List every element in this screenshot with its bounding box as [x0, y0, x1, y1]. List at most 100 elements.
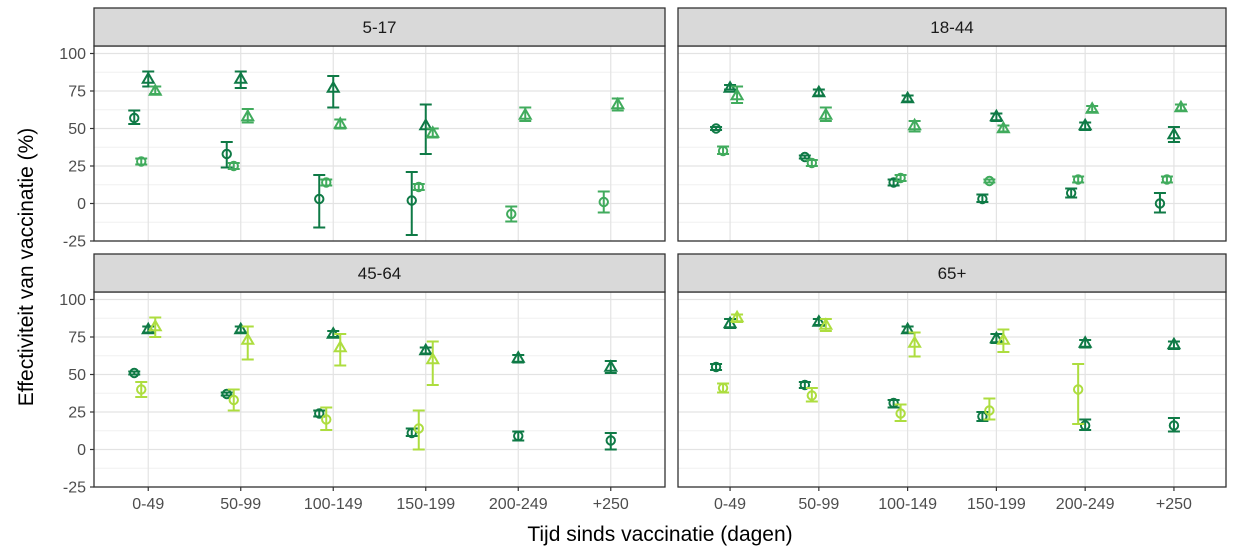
data-point-triangle — [1166, 126, 1182, 140]
x-tick-label: 200-249 — [1056, 496, 1115, 513]
data-point-circle — [605, 435, 616, 446]
x-tick-label: 150-199 — [396, 496, 455, 513]
data-point-triangle — [418, 342, 433, 356]
data-point-circle — [136, 384, 147, 395]
data-point-circle — [710, 123, 722, 134]
x-tick-label: 0-49 — [714, 496, 746, 513]
data-point-triangle — [989, 108, 1004, 122]
y-tick-label: 0 — [77, 196, 86, 213]
data-point-triangle — [240, 332, 255, 345]
y-tick-label: 25 — [68, 405, 86, 422]
x-axis-title: Tijd sinds vaccinatie (dagen) — [527, 523, 792, 546]
y-axis-title: Effectiviteit van vaccinatie (%) — [15, 128, 38, 407]
facet-panel-18-44: 18-44 — [677, 7, 1227, 242]
data-point-circle — [888, 177, 899, 188]
data-point-triangle — [907, 335, 922, 348]
data-point-triangle — [233, 321, 248, 335]
data-point-circle — [314, 193, 325, 205]
data-point-circle — [314, 408, 325, 419]
y-tick-label: 75 — [68, 330, 86, 347]
data-point-circle — [895, 408, 906, 419]
data-point-triangle — [425, 351, 440, 365]
x-tick-label: 200-249 — [489, 496, 548, 513]
facet-strip-label: 45-64 — [358, 264, 401, 283]
data-point-triangle — [233, 71, 248, 84]
data-point-circle — [984, 405, 995, 416]
x-tick-label: 100-149 — [878, 496, 937, 513]
data-point-triangle — [989, 330, 1004, 344]
data-point-circle — [717, 382, 729, 394]
data-point-triangle — [141, 71, 156, 84]
facet-strip-label: 5-17 — [362, 18, 396, 37]
data-point-triangle — [996, 120, 1011, 134]
data-point-triangle — [818, 317, 834, 330]
data-point-triangle — [996, 332, 1011, 345]
data-point-circle — [895, 172, 906, 184]
x-tick-label: 0-49 — [132, 496, 164, 513]
data-point-circle — [799, 379, 811, 391]
data-point-triangle — [326, 80, 341, 93]
data-point-circle — [129, 367, 140, 379]
x-tick-label: +250 — [593, 496, 629, 513]
data-point-circle — [806, 390, 818, 401]
facet-strip — [93, 253, 666, 293]
data-point-circle — [888, 397, 899, 409]
data-point-circle — [228, 394, 239, 406]
data-point-circle — [717, 145, 729, 157]
data-point-circle — [513, 430, 524, 442]
data-point-triangle — [333, 116, 348, 129]
data-point-triangle — [425, 125, 440, 138]
y-tick-label: 75 — [68, 84, 86, 101]
x-tick-label: +250 — [1156, 496, 1192, 513]
data-point-circle — [406, 195, 417, 206]
panel-background — [678, 292, 1226, 487]
data-point-circle — [406, 427, 417, 439]
data-point-triangle — [900, 90, 915, 104]
data-point-triangle — [1173, 99, 1189, 113]
data-point-circle — [221, 388, 232, 400]
y-tick-label: 0 — [77, 442, 86, 459]
data-point-triangle — [1077, 335, 1093, 348]
y-tick-label: 100 — [59, 46, 86, 63]
data-point-triangle — [610, 96, 625, 110]
data-point-circle — [413, 181, 424, 193]
data-point-circle — [1072, 174, 1084, 185]
data-point-circle — [710, 361, 722, 373]
facet-strip-label: 18-44 — [930, 18, 973, 37]
data-point-triangle — [1077, 117, 1093, 131]
facet-panel-45-64: 45-64 100 75 50 25 0 -25 0-49 50-99 100-149 150-19… — [59, 253, 666, 513]
data-point-triangle — [603, 359, 618, 372]
data-point-triangle — [811, 314, 827, 327]
data-point-triangle — [1166, 336, 1182, 350]
data-point-circle — [1079, 420, 1091, 431]
data-point-triangle — [511, 350, 526, 363]
data-point-triangle — [811, 84, 827, 98]
facet-panel-65+: 65+ 0-49 50-99 100-149 150-199 200-249 +250 — [677, 253, 1227, 513]
y-tick-label: 25 — [68, 159, 86, 176]
data-point-circle — [1161, 174, 1173, 185]
data-point-triangle — [1084, 101, 1100, 114]
data-point-circle — [228, 160, 239, 172]
x-tick-label: 50-99 — [798, 496, 839, 513]
data-point-circle — [1154, 198, 1166, 209]
data-point-circle — [984, 175, 995, 187]
data-point-circle — [129, 112, 140, 124]
panel-background — [678, 46, 1226, 241]
data-point-circle — [1065, 187, 1077, 199]
x-tick-label: 50-99 — [220, 496, 261, 513]
data-point-triangle — [518, 107, 533, 120]
data-point-circle — [1168, 420, 1180, 431]
data-point-circle — [321, 177, 332, 188]
x-tick-label: 100-149 — [304, 496, 363, 513]
data-point-circle — [598, 196, 609, 208]
data-point-circle — [221, 148, 232, 160]
facet-strip — [93, 7, 666, 47]
data-point-triangle — [418, 117, 433, 131]
y-tick-label: 50 — [68, 121, 86, 138]
data-point-circle — [806, 157, 818, 169]
data-point-circle — [977, 193, 988, 205]
data-point-triangle — [240, 108, 255, 122]
data-point-circle — [413, 423, 424, 434]
y-tick-label: 100 — [59, 292, 86, 309]
